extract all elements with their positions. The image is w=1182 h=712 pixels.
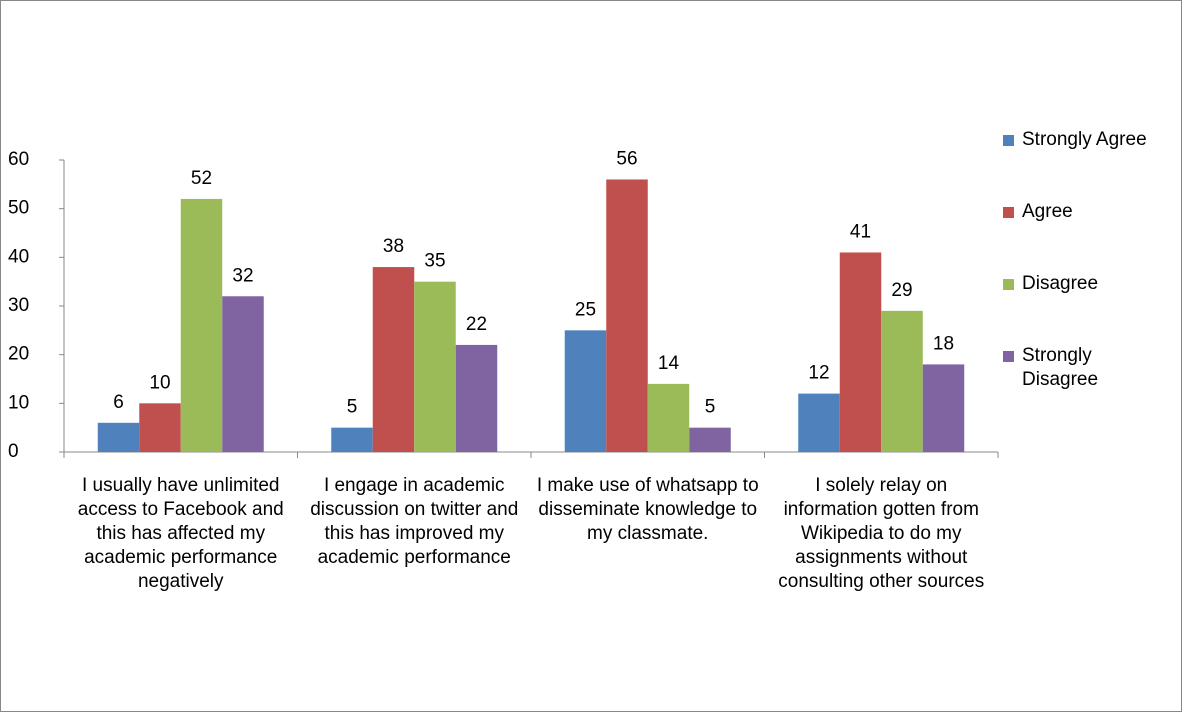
x-tick-label: I make use of whatsapp to disseminate kn… bbox=[536, 475, 759, 544]
data-label: 38 bbox=[383, 236, 404, 257]
y-tick-label: 0 bbox=[8, 441, 19, 462]
bar bbox=[139, 403, 181, 452]
bar bbox=[881, 310, 923, 452]
legend-label: Strongly Agree bbox=[1022, 129, 1147, 150]
data-label: 29 bbox=[891, 280, 912, 301]
x-tick-label: I usually have unlimited access to Faceb… bbox=[77, 475, 284, 592]
bar bbox=[372, 267, 415, 452]
x-tick-label: I engage in academic discussion on twitt… bbox=[310, 475, 519, 568]
legend-swatch bbox=[1003, 351, 1014, 362]
legend-label: Strongly Disagree bbox=[1022, 345, 1099, 390]
data-label: 14 bbox=[658, 353, 680, 374]
bar bbox=[180, 198, 223, 452]
data-label: 10 bbox=[149, 372, 170, 393]
data-label: 22 bbox=[466, 314, 487, 335]
y-tick-label: 40 bbox=[8, 246, 29, 267]
data-label: 5 bbox=[347, 397, 358, 418]
data-label: 25 bbox=[575, 299, 596, 320]
y-tick-label: 10 bbox=[8, 392, 29, 413]
bar bbox=[798, 393, 840, 452]
bar bbox=[455, 344, 498, 452]
y-tick-label: 30 bbox=[8, 295, 29, 316]
bar bbox=[222, 296, 264, 452]
data-label: 5 bbox=[705, 397, 716, 418]
legend-swatch bbox=[1003, 279, 1014, 290]
legend-swatch bbox=[1003, 135, 1014, 146]
data-label: 56 bbox=[616, 148, 637, 169]
legend-swatch bbox=[1003, 207, 1014, 218]
data-label: 32 bbox=[232, 265, 253, 286]
bar bbox=[331, 427, 373, 452]
bar bbox=[839, 252, 882, 452]
data-label: 35 bbox=[424, 251, 445, 272]
x-tick-label: I solely relay on information gotten fro… bbox=[778, 475, 985, 592]
data-label: 18 bbox=[933, 333, 954, 354]
bar bbox=[922, 364, 965, 452]
y-tick-label: 50 bbox=[8, 198, 29, 219]
bar bbox=[414, 281, 456, 452]
y-tick-label: 60 bbox=[8, 149, 29, 170]
bar bbox=[606, 179, 648, 452]
bar bbox=[97, 422, 140, 452]
bar bbox=[689, 427, 731, 452]
data-label: 41 bbox=[850, 221, 871, 242]
legend-label: Agree bbox=[1022, 201, 1073, 222]
data-label: 6 bbox=[113, 392, 124, 413]
data-label: 12 bbox=[808, 363, 829, 384]
bar bbox=[647, 383, 690, 452]
legend-label: Disagree bbox=[1022, 273, 1099, 294]
data-label: 52 bbox=[191, 168, 212, 189]
y-tick-label: 20 bbox=[8, 344, 29, 365]
bar bbox=[564, 330, 607, 452]
